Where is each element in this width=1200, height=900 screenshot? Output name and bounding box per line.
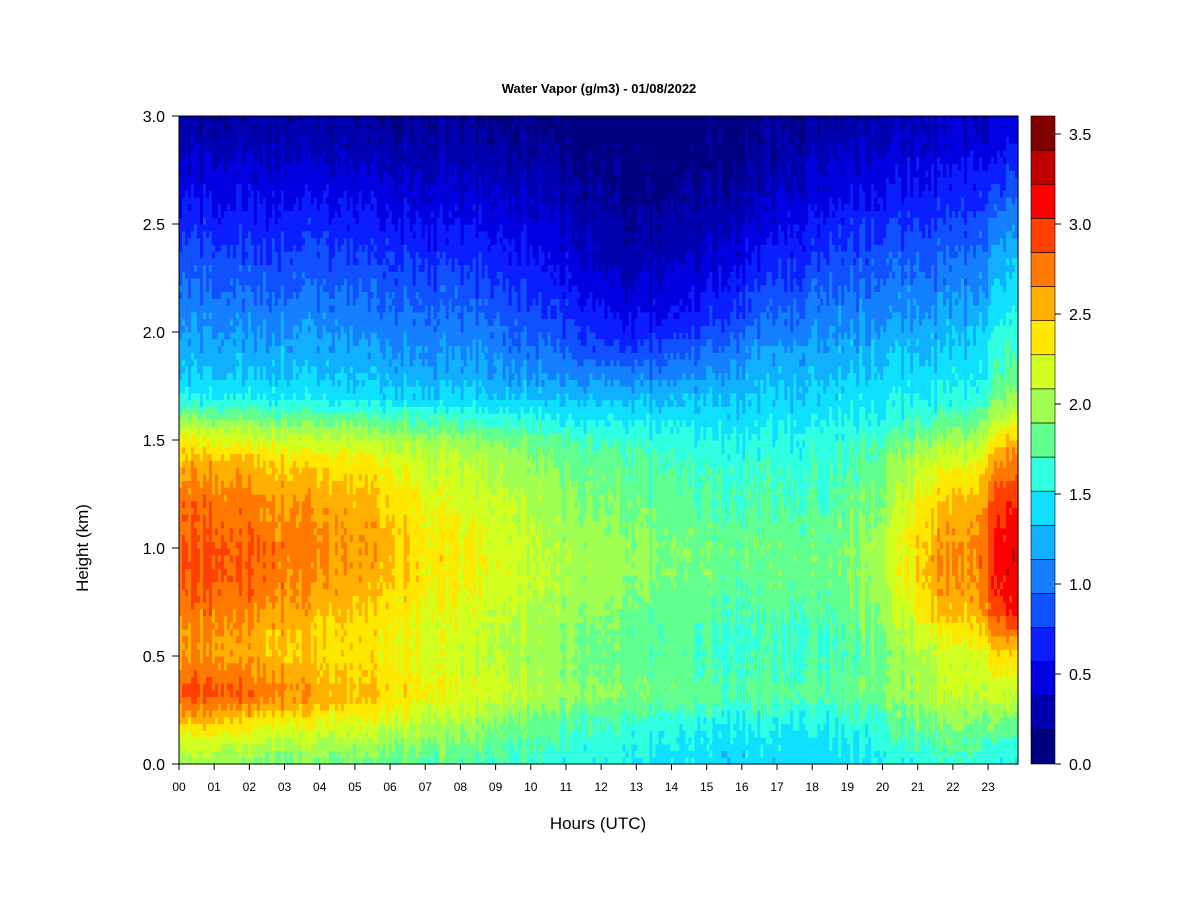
chart-title: Water Vapor (g/m3) - 01/08/2022 (502, 81, 697, 96)
heatmap-plot-area (179, 116, 1019, 765)
